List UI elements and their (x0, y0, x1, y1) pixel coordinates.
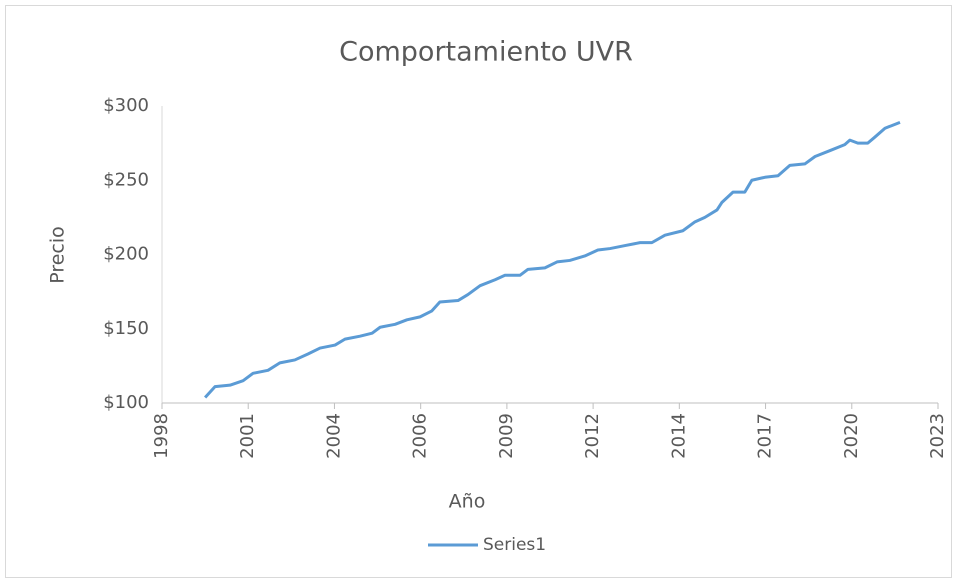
x-tick-label: 2001 (237, 413, 258, 459)
y-tick-label: $200 (103, 244, 149, 265)
x-tick-label: 2020 (841, 413, 862, 459)
line-series (204, 120, 901, 399)
x-tick-label: 2023 (927, 413, 948, 459)
x-tick-label: 2006 (410, 413, 431, 459)
x-tick-label: 2012 (582, 413, 603, 459)
chart-frame (5, 5, 952, 578)
x-tick-label: 1998 (151, 413, 172, 459)
y-tick-label: $150 (103, 318, 149, 339)
y-axis-label: Precio (47, 226, 69, 284)
legend-label: Series1 (483, 535, 546, 555)
y-tick-label: $300 (103, 95, 149, 116)
y-tick-label: $100 (103, 392, 149, 413)
x-tick-label: 2009 (496, 413, 517, 459)
chart-title: Comportamiento UVR (339, 37, 633, 68)
x-tick-label: 2017 (755, 413, 776, 459)
y-tick-label: $250 (103, 169, 149, 190)
x-tick-label: 2004 (323, 413, 344, 459)
x-axis-label: Año (449, 491, 486, 513)
x-tick-label: 2014 (668, 413, 689, 459)
